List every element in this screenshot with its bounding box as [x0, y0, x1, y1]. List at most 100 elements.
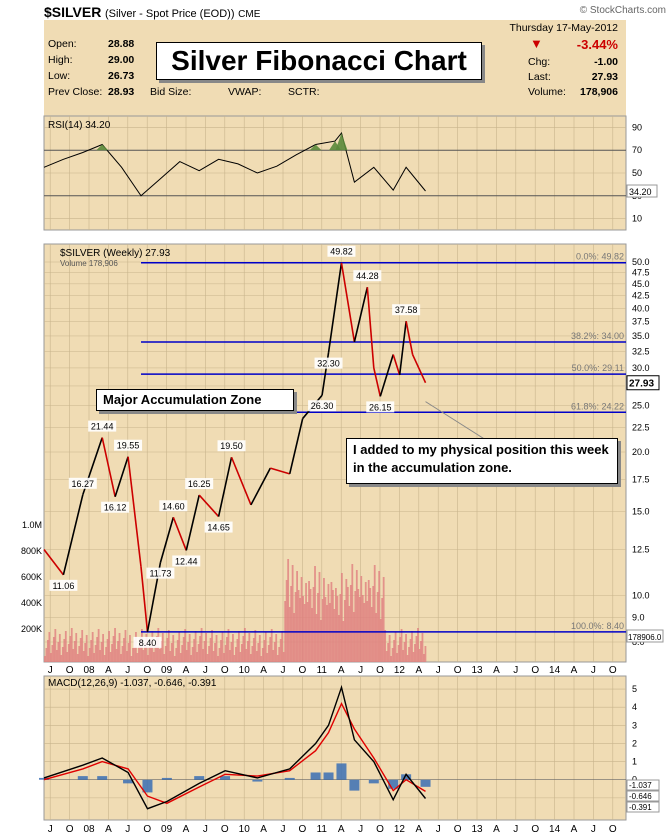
price-point-label: 11.73	[149, 569, 171, 579]
x-tick-label: O	[66, 665, 74, 676]
volume-bar	[91, 632, 94, 662]
volume-bar	[232, 634, 234, 662]
x-tick-label: J	[358, 824, 363, 835]
price-label-bg	[327, 245, 356, 257]
rsi-line	[43, 132, 426, 197]
volume-bar	[276, 655, 279, 662]
open-value: 28.88	[108, 38, 135, 50]
fib-label: 50.0%: 29.11	[572, 363, 624, 373]
x-tick-label: 09	[161, 824, 173, 835]
x-tick-label: J	[203, 824, 208, 835]
volume-bar	[273, 642, 276, 662]
price-tick-label: 10.0	[632, 591, 650, 601]
price-point-label: 44.28	[356, 271, 379, 281]
volume-bar	[130, 656, 133, 662]
volume-bar	[102, 634, 104, 662]
x-tick-label: 13	[471, 824, 483, 835]
volume-bar	[388, 635, 391, 662]
price-tick-label: 50.0	[632, 257, 650, 267]
price-point-label: 32.30	[317, 359, 340, 369]
volume-bar	[330, 582, 333, 662]
volume-bar	[240, 644, 243, 662]
volume-bar	[197, 644, 200, 662]
volume-tick-label: 600K	[21, 572, 42, 582]
volume-bar	[393, 640, 395, 662]
volume-bar	[424, 646, 427, 662]
macd-histogram-bar	[284, 777, 295, 780]
macd-last-badge	[626, 790, 660, 802]
price-tick-label: 30.0	[632, 363, 650, 373]
volume-bar	[254, 630, 257, 662]
volume-bar	[290, 586, 293, 662]
x-tick-label: O	[143, 824, 151, 835]
volume-bar	[345, 579, 348, 662]
x-tick-label: A	[415, 665, 422, 676]
bid-size-label: Bid Size:	[150, 86, 192, 98]
price-segment	[114, 456, 129, 497]
volume-bar	[190, 655, 193, 662]
low-label: Low:	[48, 70, 71, 82]
volume-bar	[172, 635, 175, 662]
volume-bar	[305, 583, 307, 662]
copyright: © StockCharts.com	[579, 5, 666, 16]
x-tick-label: A	[493, 665, 500, 676]
volume-bar	[358, 597, 361, 662]
price-segment	[373, 367, 382, 397]
volume-bar	[312, 587, 315, 662]
volume-bar	[294, 592, 297, 662]
price-point-label: 16.12	[104, 503, 127, 513]
x-tick-label: O	[66, 824, 74, 835]
comment-pointer	[425, 401, 487, 441]
price-point-label: 14.60	[162, 501, 185, 511]
volume-bar	[82, 651, 85, 662]
price-segment	[405, 321, 414, 355]
volume-bar	[333, 609, 336, 662]
chart-header: $SILVER (Silver - Spot Price (EOD)) CME	[44, 4, 260, 20]
volume-bar	[367, 580, 370, 662]
volume-bar	[370, 607, 373, 662]
volume-bar	[258, 635, 261, 662]
macd-histogram-bar	[220, 776, 231, 780]
x-tick-label: 12	[394, 665, 406, 676]
volume-bar	[61, 647, 64, 662]
volume-bar	[251, 646, 254, 662]
price-segment	[340, 262, 356, 343]
volume-bar	[239, 652, 242, 662]
macd-histogram-bar	[323, 772, 334, 780]
x-tick-label: O	[454, 665, 462, 676]
volume-bar	[163, 654, 166, 662]
volume-bar	[317, 593, 319, 662]
volume-bar	[100, 642, 103, 662]
volume-bar	[48, 632, 51, 662]
volume-bar	[403, 642, 406, 662]
volume-bar	[175, 648, 178, 662]
volume-bar	[320, 620, 322, 662]
price-segment	[185, 494, 200, 551]
volume-bar	[129, 635, 131, 662]
volume-value: 178,906	[580, 86, 618, 98]
volume-bar	[120, 654, 122, 662]
last-label: Last:	[528, 71, 551, 83]
macd-histogram-bar	[97, 776, 108, 780]
volume-bar	[408, 647, 410, 662]
volume-bar	[158, 649, 161, 662]
volume-bar	[51, 645, 54, 662]
symbol: $SILVER	[44, 4, 102, 20]
volume-bar	[390, 656, 393, 662]
change-percent: -3.44%	[576, 37, 618, 52]
x-tick-label: J	[203, 665, 208, 676]
volume-bar	[178, 632, 181, 662]
volume-bar	[85, 635, 88, 662]
price-label-bg	[185, 478, 214, 490]
macd-line	[43, 684, 427, 810]
x-tick-label: O	[609, 665, 617, 676]
volume-tick-label: 200K	[21, 624, 42, 634]
x-tick-label: 11	[317, 665, 328, 676]
fib-label: 61.8%: 24.22	[571, 401, 624, 411]
price-tick-label: 47.5	[632, 268, 650, 278]
volume-bar	[323, 578, 325, 662]
macd-histogram-bar	[420, 779, 431, 787]
volume-bar	[321, 599, 324, 662]
volume-bar	[108, 631, 110, 662]
price-segment	[392, 354, 401, 376]
